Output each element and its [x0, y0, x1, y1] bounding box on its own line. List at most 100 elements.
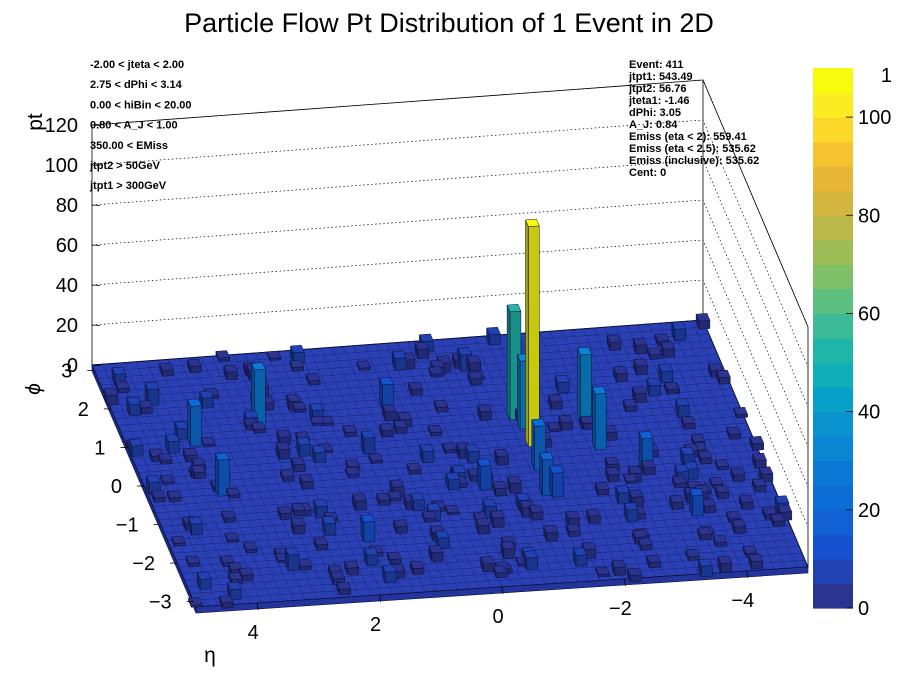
floor-block — [680, 416, 696, 430]
floor-block — [623, 473, 638, 485]
floor-block — [595, 566, 611, 578]
floor-block — [697, 527, 712, 541]
floor-block — [492, 565, 508, 579]
floor-block — [726, 426, 742, 440]
floor-block — [646, 554, 661, 569]
floor-block — [748, 553, 764, 570]
floor-block — [290, 517, 306, 535]
floor-block — [633, 358, 648, 376]
z-tick — [91, 124, 101, 126]
x-tick-label: 2 — [370, 614, 381, 636]
colorbar-band — [813, 141, 853, 167]
colorbar-band — [813, 239, 853, 265]
y-axis-label: ϕ — [21, 381, 46, 397]
floor-block — [223, 364, 239, 381]
floor-block — [548, 394, 563, 410]
z-tick — [91, 284, 101, 286]
colorbar-band — [813, 558, 853, 585]
floor-block — [128, 438, 144, 457]
floor-block — [627, 567, 642, 583]
floor-block — [752, 478, 767, 493]
floor-block — [221, 510, 236, 523]
z-tick — [91, 244, 101, 246]
floor-block — [277, 506, 292, 520]
floor-block — [441, 442, 457, 454]
floor-block — [188, 516, 203, 536]
floor-block — [770, 513, 785, 527]
floor-block — [611, 559, 627, 576]
colorbar-tick-label: 40 — [858, 402, 880, 424]
floor-block — [594, 482, 610, 496]
floor-block — [623, 502, 639, 522]
colorbar-band — [813, 288, 853, 315]
floor-block — [658, 363, 673, 383]
tower-bar — [689, 488, 704, 517]
floor-block — [615, 485, 630, 505]
y-tick-label: −2 — [132, 553, 155, 575]
floor-block — [392, 419, 408, 434]
colorbar-band — [813, 117, 853, 143]
tower-bar — [360, 514, 376, 543]
floor-block — [507, 475, 522, 494]
floor-block — [297, 559, 312, 571]
floor-block — [187, 358, 202, 374]
colorbar-band — [813, 68, 853, 94]
floor-block — [409, 560, 425, 575]
z-tick-label: 20 — [56, 315, 78, 337]
x-tick — [624, 578, 626, 587]
z-tick-label: 80 — [56, 195, 78, 217]
colorbar-band — [813, 190, 853, 216]
floor-block — [215, 350, 231, 362]
floor-block — [199, 390, 214, 409]
floor-block — [565, 523, 581, 537]
floor-block — [115, 381, 130, 394]
x-tick — [501, 586, 504, 595]
floor-block — [554, 374, 570, 394]
floor-cell-line — [103, 347, 715, 393]
floor-block — [581, 542, 597, 559]
cut-list: -2.00 < jteta < 2.00 2.75 < dPhi < 3.14 0.… — [89, 59, 192, 192]
x-tick — [256, 602, 259, 611]
floor-block — [427, 424, 443, 437]
colorbar-band — [813, 534, 853, 560]
floor-cell-line — [120, 388, 733, 433]
colorbar-tick-label: 60 — [858, 304, 880, 326]
colorbar-tick-label: 20 — [858, 500, 880, 522]
floor-block — [309, 415, 325, 427]
floor-block — [330, 571, 345, 586]
floor-block — [368, 453, 383, 464]
floor-block — [466, 355, 482, 373]
tower-bar — [379, 377, 394, 410]
floor-block — [408, 381, 423, 397]
colorbar-band — [813, 362, 853, 388]
x-tick-label: −4 — [731, 590, 754, 612]
floor-block — [393, 519, 408, 534]
z-tick-label: 0 — [67, 355, 78, 377]
floor-block — [444, 504, 460, 516]
floor-block — [419, 443, 435, 464]
tower-bar — [215, 452, 230, 497]
floor-block — [342, 424, 358, 437]
floor-block — [382, 404, 397, 422]
tower-bar — [549, 465, 564, 498]
tower-layer — [103, 218, 793, 609]
floor-block — [321, 516, 337, 536]
floor-block — [103, 387, 119, 406]
colorbar-band — [813, 264, 853, 290]
floor-block — [528, 504, 544, 521]
cut-label: 2.75 < dPhi < 3.14 — [90, 79, 183, 91]
floor-edge-front — [195, 566, 809, 614]
floor-block — [428, 366, 443, 378]
floor-block — [126, 396, 141, 417]
colorbar-band — [813, 215, 853, 241]
floor-block — [494, 448, 509, 466]
floor-block — [382, 564, 397, 584]
floor-block — [712, 535, 728, 548]
colorbar-band — [813, 460, 853, 486]
chart-title: Particle Flow Pt Distribution of 1 Event… — [184, 8, 714, 38]
colorbar-tick-label: 0 — [858, 598, 869, 620]
colorbar-band — [813, 583, 853, 609]
floor-cell-line — [158, 477, 771, 520]
